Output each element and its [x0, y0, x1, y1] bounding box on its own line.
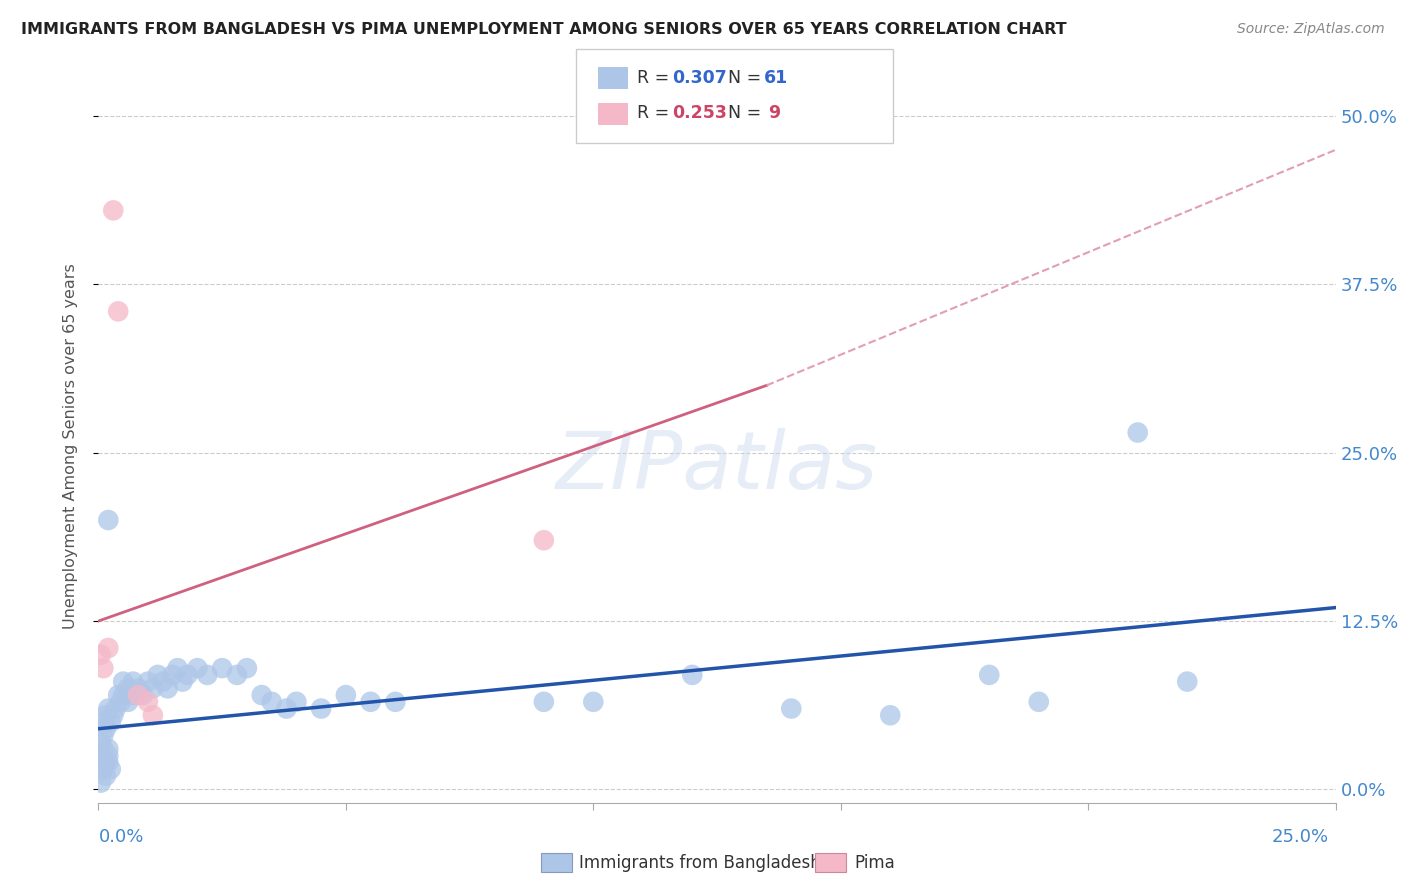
Text: 9: 9	[763, 104, 782, 122]
Point	[100, 714, 122, 729]
Point	[1028, 695, 1050, 709]
Text: N =: N =	[728, 104, 768, 122]
Text: 0.307: 0.307	[672, 69, 727, 87]
Point	[90, 748, 112, 763]
Text: Immigrants from Bangladesh: Immigrants from Bangladesh	[579, 854, 821, 871]
Point	[90, 735, 112, 749]
Point	[112, 674, 135, 689]
Text: Pima: Pima	[855, 854, 896, 871]
Point	[276, 701, 298, 715]
Point	[681, 668, 703, 682]
Point	[533, 695, 555, 709]
Point	[211, 661, 233, 675]
Point	[172, 674, 194, 689]
Point	[97, 701, 120, 715]
Point	[142, 708, 165, 723]
Point	[122, 674, 145, 689]
Point	[195, 668, 218, 682]
Point	[94, 756, 117, 770]
Point	[100, 762, 122, 776]
Point	[166, 661, 188, 675]
Point	[94, 708, 117, 723]
Point	[97, 756, 120, 770]
Point	[979, 668, 1001, 682]
Point	[94, 722, 117, 736]
Point	[236, 661, 259, 675]
Point	[122, 688, 145, 702]
Text: 0.253: 0.253	[672, 104, 727, 122]
Point	[97, 513, 120, 527]
Point	[97, 748, 120, 763]
Point	[103, 708, 125, 723]
Point	[156, 681, 179, 696]
Point	[103, 203, 125, 218]
Point	[94, 769, 117, 783]
Point	[260, 695, 283, 709]
Text: R =: R =	[637, 104, 675, 122]
Point	[107, 304, 129, 318]
Point	[104, 701, 127, 715]
Text: N =: N =	[728, 69, 768, 87]
Text: 61: 61	[763, 69, 787, 87]
Point	[309, 701, 332, 715]
Point	[1175, 674, 1198, 689]
Point	[162, 668, 184, 682]
Point	[335, 688, 357, 702]
Point	[250, 688, 273, 702]
Point	[127, 688, 149, 702]
Point	[117, 695, 139, 709]
Point	[90, 648, 112, 662]
Point	[136, 695, 159, 709]
Point	[93, 762, 115, 776]
Point	[117, 681, 139, 696]
Point	[360, 695, 382, 709]
Point	[93, 661, 115, 675]
Point	[93, 729, 115, 743]
Text: R =: R =	[637, 69, 675, 87]
Text: 25.0%: 25.0%	[1271, 828, 1329, 846]
Text: Source: ZipAtlas.com: Source: ZipAtlas.com	[1237, 22, 1385, 37]
Point	[97, 640, 120, 655]
Text: 0.0%: 0.0%	[98, 828, 143, 846]
Point	[176, 668, 198, 682]
Point	[1126, 425, 1149, 440]
Point	[285, 695, 308, 709]
Point	[186, 661, 208, 675]
Point	[146, 668, 169, 682]
Point	[93, 742, 115, 756]
Point	[136, 674, 159, 689]
Point	[780, 701, 803, 715]
Point	[97, 742, 120, 756]
Point	[93, 714, 115, 729]
Text: ZIPatlas: ZIPatlas	[555, 428, 879, 507]
Point	[132, 688, 155, 702]
Point	[90, 775, 112, 789]
Point	[107, 688, 129, 702]
Point	[142, 681, 165, 696]
Point	[152, 674, 174, 689]
Point	[533, 533, 555, 548]
Point	[127, 681, 149, 696]
Point	[582, 695, 605, 709]
Point	[226, 668, 249, 682]
Point	[384, 695, 406, 709]
Point	[879, 708, 901, 723]
Point	[110, 695, 132, 709]
Point	[112, 688, 135, 702]
Y-axis label: Unemployment Among Seniors over 65 years: Unemployment Among Seniors over 65 years	[63, 263, 77, 629]
Text: IMMIGRANTS FROM BANGLADESH VS PIMA UNEMPLOYMENT AMONG SENIORS OVER 65 YEARS CORR: IMMIGRANTS FROM BANGLADESH VS PIMA UNEMP…	[21, 22, 1067, 37]
